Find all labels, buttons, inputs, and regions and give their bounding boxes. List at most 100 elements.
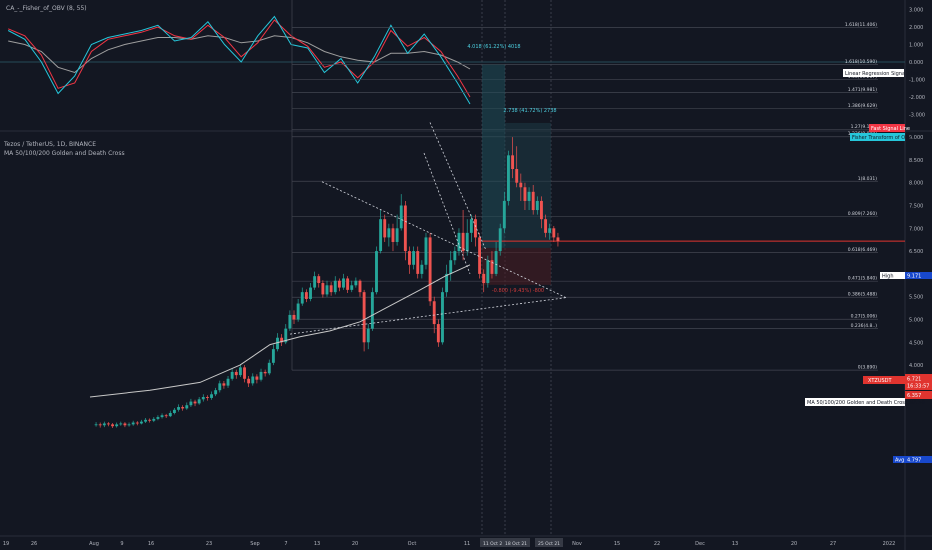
candle-body bbox=[172, 409, 176, 413]
measure-mid-box[interactable] bbox=[505, 122, 551, 248]
candle-body bbox=[321, 283, 325, 295]
candle-body bbox=[507, 155, 510, 201]
measure-down-box[interactable] bbox=[482, 247, 551, 285]
candle-body bbox=[139, 421, 143, 424]
candle-body bbox=[523, 187, 527, 201]
time-tick-label: 23 bbox=[206, 541, 212, 547]
indicator-price-axis[interactable]: 3.000 2.000 1.000 0.000 -1.000 -2.000 -3.000 bbox=[909, 8, 925, 119]
time-tick-label: 27 bbox=[830, 541, 836, 547]
candle-body bbox=[115, 424, 119, 427]
candle-body bbox=[539, 200, 543, 220]
candle-body bbox=[218, 383, 222, 391]
fast-signal-label: Fast Signal Line bbox=[869, 124, 910, 132]
fib-level-label: 1.27(9.171) bbox=[851, 124, 878, 130]
candle-body bbox=[457, 232, 461, 252]
price-tick-label: 5.500 bbox=[909, 295, 923, 301]
price-tick-label: 8.500 bbox=[909, 158, 923, 164]
candle-body bbox=[515, 169, 519, 183]
fib-level-label: 0(3.890) bbox=[858, 365, 878, 371]
candle-body bbox=[111, 424, 115, 427]
candle-body bbox=[135, 422, 139, 424]
avg-value-bg bbox=[905, 456, 932, 463]
highlight-date-bg bbox=[535, 538, 563, 547]
indicator-tick-label: 0.000 bbox=[909, 60, 923, 66]
fib-level-label: 1.471(9.981) bbox=[848, 87, 878, 93]
candle-body bbox=[519, 182, 523, 188]
candle-body bbox=[531, 191, 535, 211]
resistance-trendline[interactable] bbox=[321, 181, 567, 298]
candle-body bbox=[243, 367, 246, 379]
candle-body bbox=[387, 228, 391, 238]
fib-level-label: 0.471(5.840) bbox=[848, 276, 878, 282]
candle-body bbox=[511, 155, 515, 170]
candle-body bbox=[453, 251, 457, 261]
candle-body bbox=[304, 292, 308, 299]
candle-body bbox=[395, 228, 399, 242]
candle-body bbox=[189, 401, 193, 406]
candle-body bbox=[478, 237, 482, 274]
candle-body bbox=[403, 205, 407, 252]
candle-body bbox=[424, 237, 428, 265]
trend-lines[interactable] bbox=[289, 122, 567, 335]
candle-body bbox=[358, 280, 362, 293]
measure-down-label: -0.800 (-9.43%) -800 bbox=[492, 288, 544, 294]
highlight-date-bg bbox=[480, 538, 508, 547]
fib-level-label: 0.386(5.488) bbox=[848, 292, 878, 298]
high-badge-label: High bbox=[882, 274, 894, 280]
candle-body bbox=[469, 219, 473, 233]
time-tick-label: 22 bbox=[654, 541, 660, 547]
fib-level-label: 0.618(6.469) bbox=[848, 247, 878, 253]
candle-body bbox=[461, 232, 465, 252]
time-tick-label: 20 bbox=[352, 541, 358, 547]
measure-up-label: 4.018 (61.22%) 4018 bbox=[467, 44, 520, 50]
candle-body bbox=[416, 251, 420, 274]
price-tick-label: 6.500 bbox=[909, 249, 923, 255]
price-tick-label: 4.500 bbox=[909, 340, 923, 346]
fib-extension[interactable]: 2(12.172)1.618(11.406)1.618(10.590)1.56(… bbox=[291, 0, 878, 371]
candle-body bbox=[420, 264, 424, 274]
candle-body bbox=[238, 367, 242, 376]
candlestick-series bbox=[94, 137, 560, 429]
time-tick-label: Dec bbox=[695, 541, 705, 547]
high-badge-value: 9.171 bbox=[907, 274, 921, 280]
ma-50-line bbox=[89, 264, 471, 398]
candle-body bbox=[354, 280, 358, 286]
candle-body bbox=[366, 328, 370, 343]
price-tick-label: 4.000 bbox=[909, 363, 923, 369]
time-tick-label: 16 bbox=[148, 541, 154, 547]
time-axis[interactable]: 1926Aug91623Sep71320Oct111825Nov1522Dec1… bbox=[3, 538, 896, 547]
candle-body bbox=[152, 418, 156, 421]
candle-body bbox=[370, 292, 374, 329]
time-tick-label: 2022 bbox=[883, 541, 896, 547]
candle-body bbox=[445, 273, 449, 293]
candle-body bbox=[292, 314, 296, 320]
candle-body bbox=[271, 349, 275, 363]
candle-body bbox=[375, 251, 378, 293]
fib-level-label: 0.809(7.260) bbox=[848, 211, 878, 217]
support-trendline[interactable] bbox=[289, 297, 567, 335]
candle-body bbox=[197, 399, 201, 404]
measure-up-box[interactable] bbox=[482, 64, 505, 248]
candle-body bbox=[544, 219, 548, 233]
time-tick-label: 19 bbox=[3, 541, 9, 547]
candle-body bbox=[342, 278, 345, 288]
candle-body bbox=[160, 415, 164, 418]
time-tick-label: 11 bbox=[464, 541, 470, 547]
candle-body bbox=[168, 412, 172, 417]
candle-body bbox=[288, 314, 292, 329]
candle-body bbox=[325, 285, 329, 295]
channel-lower[interactable] bbox=[423, 152, 471, 275]
last-price: 6.721 bbox=[907, 377, 921, 383]
fib-level-label: 1.618(11.406) bbox=[845, 22, 877, 28]
channel-upper[interactable] bbox=[429, 122, 487, 251]
candle-body bbox=[156, 417, 160, 419]
candle-body bbox=[428, 237, 432, 302]
candle-body bbox=[379, 219, 383, 252]
candle-body bbox=[181, 407, 185, 409]
candle-body bbox=[333, 280, 337, 293]
candle-body bbox=[412, 251, 416, 265]
ma-tag: MA 50/100/200 Golden and Death Cross MA … bbox=[807, 400, 925, 406]
candle-body bbox=[102, 423, 106, 426]
